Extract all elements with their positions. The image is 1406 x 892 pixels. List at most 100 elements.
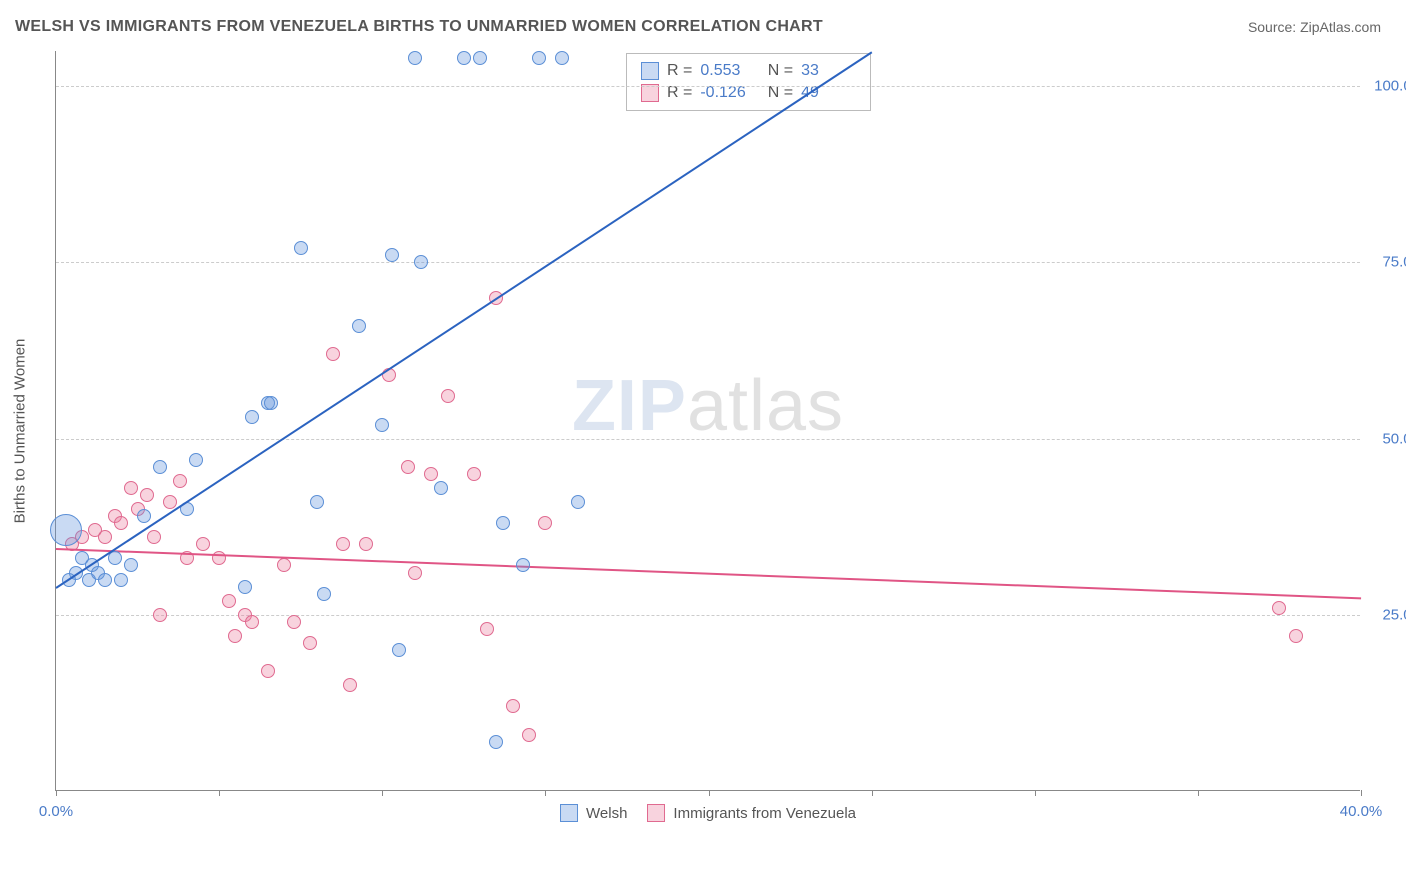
scatter-point	[238, 580, 252, 594]
venezuela-legend-swatch-icon	[647, 804, 665, 822]
trend-line	[56, 548, 1361, 599]
scatter-point	[114, 516, 128, 530]
xtick	[1035, 790, 1036, 796]
scatter-point	[538, 516, 552, 530]
welsh-n-value: 33	[801, 62, 856, 80]
scatter-point	[359, 537, 373, 551]
gridline	[56, 439, 1360, 440]
scatter-point	[114, 573, 128, 587]
scatter-point	[1289, 629, 1303, 643]
scatter-point	[261, 664, 275, 678]
watermark: ZIPatlas	[572, 365, 844, 447]
source-label: Source:	[1248, 19, 1296, 35]
source-value: ZipAtlas.com	[1300, 19, 1381, 35]
correlation-stats-box: R = 0.553 N = 33 R = -0.126 N = 49	[626, 53, 871, 111]
scatter-point	[98, 573, 112, 587]
scatter-point	[375, 418, 389, 432]
scatter-point	[385, 248, 399, 262]
scatter-point	[196, 537, 210, 551]
xtick	[56, 790, 57, 796]
xtick-label: 40.0%	[1340, 803, 1383, 820]
scatter-point	[408, 566, 422, 580]
scatter-point	[124, 558, 138, 572]
scatter-point	[457, 51, 471, 65]
scatter-point	[424, 467, 438, 481]
gridline	[56, 86, 1360, 87]
scatter-point	[571, 495, 585, 509]
scatter-point	[401, 460, 415, 474]
scatter-point	[414, 255, 428, 269]
welsh-swatch-icon	[641, 62, 659, 80]
scatter-point	[222, 594, 236, 608]
watermark-part2: atlas	[687, 366, 844, 446]
scatter-point	[496, 516, 510, 530]
scatter-point	[173, 474, 187, 488]
ytick-label: 50.0%	[1382, 430, 1406, 447]
scatter-point	[245, 410, 259, 424]
scatter-point	[522, 728, 536, 742]
scatter-point	[124, 481, 138, 495]
ytick-label: 25.0%	[1382, 606, 1406, 623]
scatter-point	[434, 481, 448, 495]
scatter-point	[555, 51, 569, 65]
scatter-point	[50, 514, 82, 546]
scatter-point	[489, 735, 503, 749]
chart-legend: Welsh Immigrants from Venezuela	[560, 804, 856, 822]
source-attribution: Source: ZipAtlas.com	[1248, 19, 1381, 35]
scatter-point	[310, 495, 324, 509]
scatter-point	[532, 51, 546, 65]
scatter-point	[303, 636, 317, 650]
xtick	[1361, 790, 1362, 796]
scatter-point	[294, 241, 308, 255]
ytick-label: 75.0%	[1382, 254, 1406, 271]
r-label: R =	[667, 62, 692, 80]
scatter-point	[147, 530, 161, 544]
scatter-point	[480, 622, 494, 636]
xtick	[219, 790, 220, 796]
scatter-point	[408, 51, 422, 65]
watermark-part1: ZIP	[572, 366, 687, 446]
scatter-point	[140, 488, 154, 502]
xtick-label: 0.0%	[39, 803, 73, 820]
y-axis-label: Births to Unmarried Women	[12, 339, 29, 524]
n-label: N =	[763, 62, 793, 80]
scatter-point	[467, 467, 481, 481]
scatter-point	[326, 347, 340, 361]
gridline	[56, 262, 1360, 263]
scatter-point	[506, 699, 520, 713]
venezuela-legend-label: Immigrants from Venezuela	[673, 805, 856, 822]
scatter-point	[245, 615, 259, 629]
scatter-point	[336, 537, 350, 551]
plot-area: ZIPatlas R = 0.553 N = 33 R = -0.126 N =…	[55, 51, 1360, 791]
legend-item-welsh: Welsh	[560, 804, 627, 822]
scatter-point	[228, 629, 242, 643]
scatter-point	[516, 558, 530, 572]
scatter-point	[98, 530, 112, 544]
scatter-point	[163, 495, 177, 509]
scatter-point	[153, 460, 167, 474]
welsh-legend-swatch-icon	[560, 804, 578, 822]
xtick	[709, 790, 710, 796]
scatter-point	[392, 643, 406, 657]
xtick	[545, 790, 546, 796]
scatter-point	[317, 587, 331, 601]
trend-line	[55, 51, 872, 588]
welsh-legend-label: Welsh	[586, 805, 627, 822]
scatter-point	[473, 51, 487, 65]
legend-item-venezuela: Immigrants from Venezuela	[647, 804, 856, 822]
scatter-point	[352, 319, 366, 333]
chart-container: Births to Unmarried Women ZIPatlas R = 0…	[55, 51, 1381, 811]
scatter-point	[277, 558, 291, 572]
xtick	[382, 790, 383, 796]
scatter-point	[287, 615, 301, 629]
scatter-point	[264, 396, 278, 410]
ytick-label: 100.0%	[1374, 78, 1406, 95]
welsh-r-value: 0.553	[700, 62, 755, 80]
scatter-point	[137, 509, 151, 523]
scatter-point	[441, 389, 455, 403]
xtick	[1198, 790, 1199, 796]
scatter-point	[189, 453, 203, 467]
scatter-point	[343, 678, 357, 692]
scatter-point	[1272, 601, 1286, 615]
xtick	[872, 790, 873, 796]
